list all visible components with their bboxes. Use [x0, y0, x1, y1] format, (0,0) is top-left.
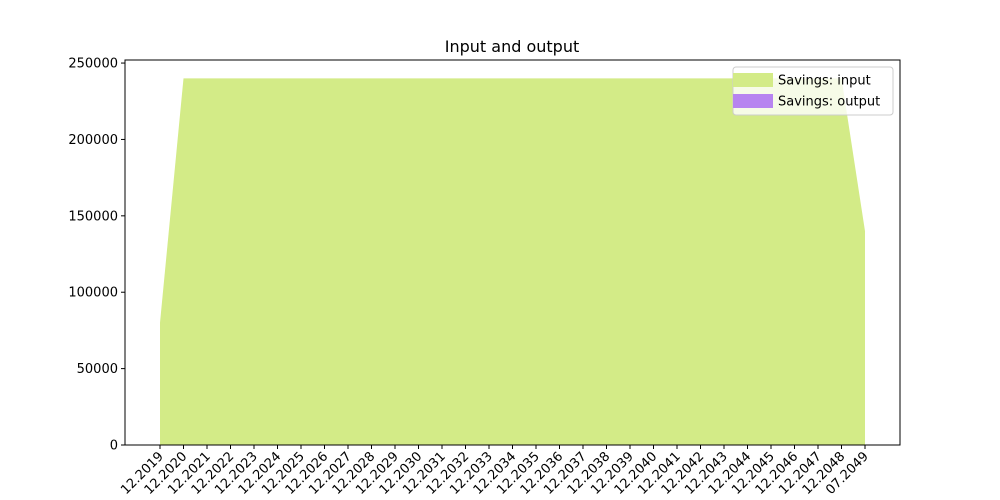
legend-swatch-1 — [733, 94, 773, 108]
x-axis: 12.201912.202012.202112.202212.202312.20… — [118, 445, 872, 498]
legend-label-1: Savings: output — [778, 95, 880, 110]
legend-swatch-0 — [733, 73, 773, 87]
y-tick-label: 0 — [110, 439, 118, 454]
y-tick-label: 150000 — [68, 209, 118, 224]
series-area-0 — [160, 78, 865, 445]
legend: Savings: input Savings: output — [732, 66, 894, 116]
y-tick-label: 50000 — [77, 362, 118, 377]
plot-area — [124, 59, 901, 446]
y-tick-label: 100000 — [68, 286, 118, 301]
chart-title: Input and output — [445, 37, 579, 56]
legend-label-0: Savings: input — [778, 74, 871, 89]
y-tick-label: 200000 — [68, 133, 118, 148]
y-tick-label: 250000 — [68, 57, 118, 72]
y-axis: 0 50000 100000 150000 200000 250000 — [68, 57, 125, 454]
